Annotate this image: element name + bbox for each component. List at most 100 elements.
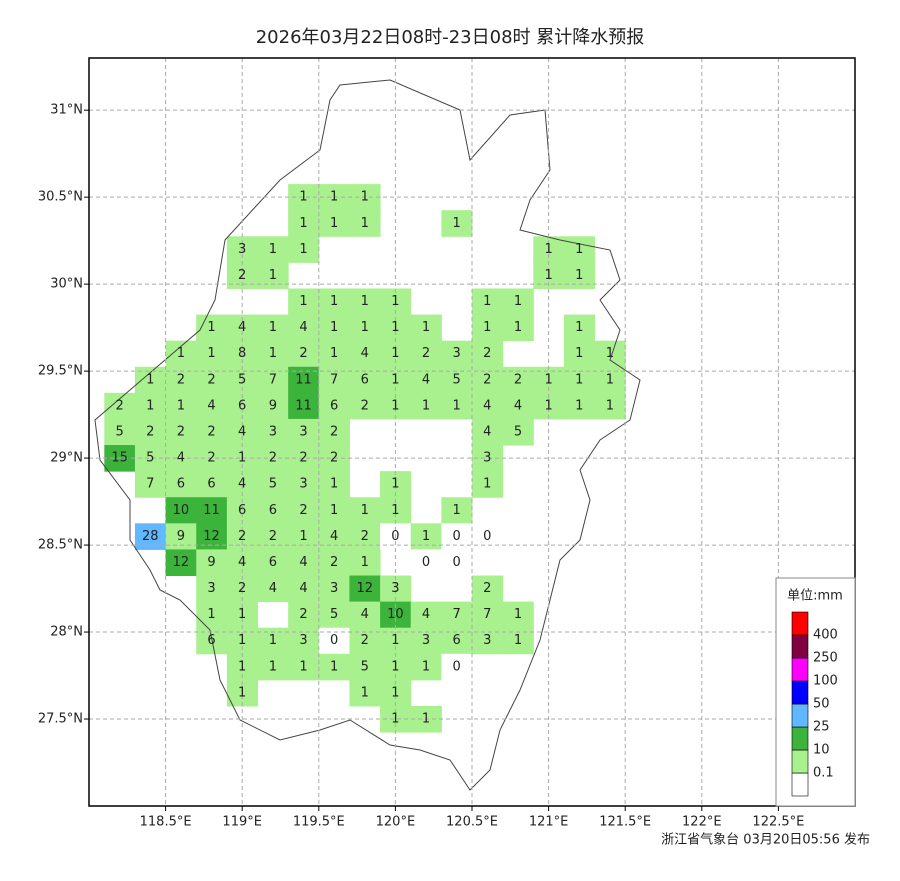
precip-value: 2 [361,398,369,413]
precip-cell [349,340,381,368]
precip-cell [502,288,534,316]
precip-value: 1 [330,477,338,492]
precip-cell [318,314,350,342]
precip-cell [594,340,626,368]
x-tick-label: 120°E [376,815,416,830]
legend-level: 100 [813,674,838,689]
precip-cell [472,418,504,446]
precip-cell [165,340,197,368]
precip-value: 1 [299,529,307,544]
precip-cell [288,653,320,681]
x-tick-label: 120.5°E [446,815,498,830]
precip-value: 0 [483,529,491,544]
precip-cell [288,497,320,524]
legend-frame [775,577,856,807]
precip-value: 6 [207,633,215,648]
precip-value: 6 [330,398,338,413]
precip-value: 1 [391,346,399,361]
y-tick-label: 29.5°N [38,364,83,379]
precip-cell [288,575,320,603]
precip-value: 3 [483,451,491,466]
precip-value: 4 [299,555,307,570]
precip-value: 3 [269,425,277,440]
precip-cell [196,392,228,420]
precip-value: 1 [453,503,461,518]
precip-cell [410,549,442,577]
precip-cell [288,236,320,263]
precip-cell [441,210,473,237]
precip-value: 4 [361,346,369,361]
precip-value: 2 [207,451,215,466]
precip-value: 1 [391,294,399,309]
precip-value: 3 [207,581,215,596]
precip-cell [318,392,350,420]
precip-value: 2 [514,372,522,387]
precip-cell [349,601,381,629]
precip-value: 7 [146,477,154,492]
precip-value: 1 [606,398,614,413]
precip-value: 0 [330,633,338,648]
precip-value: 7 [269,372,277,387]
precip-value: 15 [111,451,128,466]
precip-cell [318,653,350,681]
precip-cell [257,392,289,420]
precip-value: 28 [142,529,159,544]
precip-cell [441,497,473,524]
precip-value: 1 [361,685,369,700]
x-tick-label: 122°E [682,815,722,830]
precip-value: 3 [453,346,461,361]
precip-value: 1 [207,607,215,622]
precip-cell [318,418,350,446]
precip-cell [318,210,350,237]
precip-value: 0 [453,529,461,544]
precip-cell [472,575,504,603]
precip-cell [257,340,289,368]
precip-value: 1 [330,659,338,674]
precip-value: 1 [330,346,338,361]
precip-value: 12 [203,529,220,544]
precip-cell [441,549,473,577]
precip-value: 2 [238,529,246,544]
precip-cell [472,340,504,368]
precip-value: 1 [238,451,246,466]
precip-cell [410,653,442,681]
precip-cell [472,314,504,342]
precip-cell [441,340,473,368]
precip-value: 2 [115,398,123,413]
precip-value: 1 [422,320,430,335]
precip-value: 1 [269,346,277,361]
precip-value: 1 [238,633,246,648]
precip-cell [288,210,320,237]
precip-value: 8 [238,346,246,361]
precip-cell [441,653,473,681]
precip-value: 5 [453,372,461,387]
precip-value: 3 [299,633,307,648]
precip-value: 1 [575,242,583,257]
precip-value: 4 [299,320,307,335]
precip-value: 11 [295,372,312,387]
precip-value: 3 [483,633,491,648]
precip-value: 0 [422,555,430,570]
precip-value: 1 [483,294,491,309]
precip-value: 1 [299,242,307,257]
precip-value: 9 [177,529,185,544]
precip-cell [410,314,442,342]
precip-cell [502,314,534,342]
precip-cell [318,340,350,368]
legend-level: 50 [813,697,830,712]
precip-value: 1 [330,294,338,309]
precip-cell [318,549,350,577]
precip-value: 4 [422,372,430,387]
precip-cell [349,497,381,524]
y-tick-label: 29°N [50,451,83,466]
precip-value: 1 [238,659,246,674]
precip-value: 4 [299,581,307,596]
footer: 浙江省气象台 03月20日05:56 发布 [661,832,870,848]
precip-value: 5 [115,425,123,440]
precip-cell [257,236,289,263]
precip-cell [165,497,197,524]
precip-cell [196,549,228,577]
x-tick-label: 121°E [529,815,569,830]
precip-value: 1 [146,372,154,387]
precip-value: 4 [361,607,369,622]
